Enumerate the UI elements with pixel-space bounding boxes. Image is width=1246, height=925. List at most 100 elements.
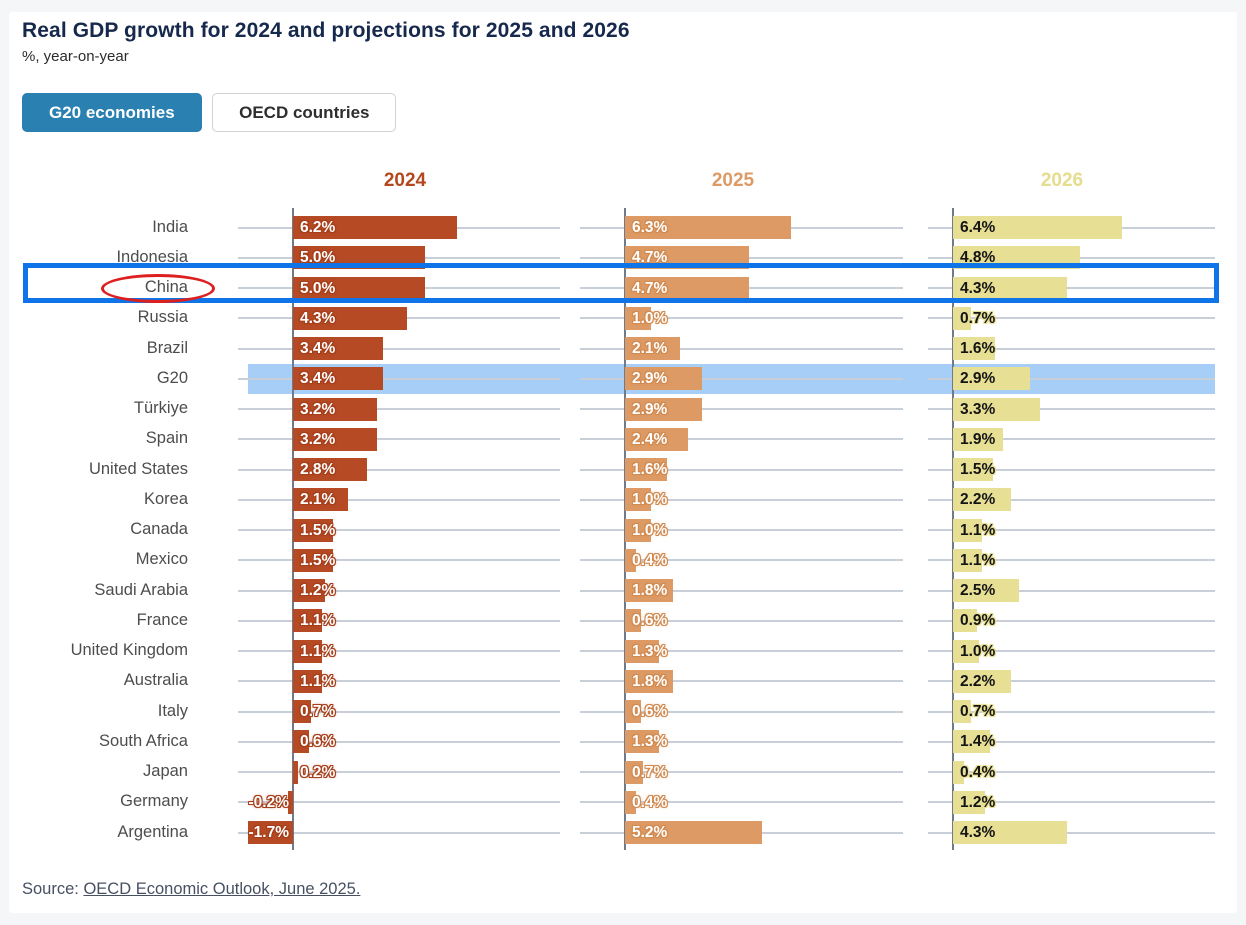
bar-2026-united-states[interactable] [953,458,993,481]
gridline [238,771,560,773]
gridline [928,438,1215,441]
value-label: 2.9% [632,400,668,418]
bar-2024-argentina[interactable] [248,821,293,844]
value-label: 3.4% [300,370,336,388]
bar-2025-mexico[interactable] [625,548,636,572]
gridline [580,619,903,622]
bar-2026-japan[interactable] [953,760,964,784]
gridline [238,589,560,592]
value-label: 0.7% [960,309,996,327]
gridline [928,650,1215,652]
bar-2026-india[interactable] [953,216,1122,239]
bar-2025-united-kingdom[interactable] [625,639,660,663]
bar-2025-united-states[interactable] [625,458,668,481]
gridline [580,438,903,441]
bar-2025-türkiye[interactable] [625,397,702,421]
bar-2025-japan[interactable] [625,760,644,784]
value-label: 4.7% [632,249,668,267]
bar-2024-saudi-arabia[interactable] [293,579,325,602]
gridline [928,287,1215,289]
bar-2025-south-africa[interactable] [625,730,660,754]
bar-2024-china[interactable] [293,276,425,300]
bar-2026-mexico[interactable] [953,548,983,572]
bar-2024-france[interactable] [293,609,323,633]
bar-2024-germany[interactable] [287,790,293,814]
source-link[interactable]: OECD Economic Outlook, June 2025. [83,880,361,898]
bar-2025-spain[interactable] [625,427,689,451]
bar-2025-australia[interactable] [625,669,673,693]
value-label: 1.5% [960,461,996,478]
bar-2024-canada[interactable] [293,518,333,542]
bar-2024-united-states[interactable] [293,458,367,481]
bar-2024-korea[interactable] [293,488,349,512]
value-label: 1.0% [960,642,996,660]
bar-2024-mexico[interactable] [293,548,333,572]
bar-2026-australia[interactable] [953,669,1012,693]
gridline [238,377,560,380]
bar-2026-russia[interactable] [953,306,972,330]
chart-card: Real GDP growth for 2024 and projections… [9,12,1237,913]
bar-2024-united-kingdom[interactable] [293,639,323,663]
bar-2024-south-africa[interactable] [293,730,309,754]
value-label: 1.0% [632,309,668,327]
bar-2024-japan[interactable] [293,760,299,784]
value-label: 6.4% [960,219,996,236]
gridline [580,408,903,410]
value-label: 1.4% [960,733,996,751]
bar-2025-china[interactable] [625,276,750,300]
gridline [928,740,1215,743]
bar-2024-türkiye[interactable] [293,397,378,421]
bar-2025-germany[interactable] [625,790,636,814]
bar-2026-saudi-arabia[interactable] [953,579,1019,602]
value-label: 1.6% [632,461,668,478]
bar-2026-germany[interactable] [953,790,985,814]
toggle-g20-economies[interactable]: G20 economies [22,93,202,132]
bar-2026-g20[interactable] [953,367,1030,391]
value-label: 1.3% [632,733,668,751]
value-label: 1.1% [300,672,336,690]
country-label-united-states: United States [88,459,188,478]
value-label: 6.3% [632,219,668,236]
toggle-oecd-countries[interactable]: OECD countries [212,93,397,132]
bar-2026-south-africa[interactable] [953,730,990,754]
value-label: 5.0% [300,249,336,267]
bar-2024-g20[interactable] [293,367,383,391]
bar-2026-türkiye[interactable] [953,397,1041,421]
value-label: 3.2% [300,400,336,418]
bar-2026-united-kingdom[interactable] [953,639,980,663]
bar-2026-spain[interactable] [953,427,1004,451]
value-label: 0.7% [632,763,668,781]
bar-2026-china[interactable] [953,276,1067,300]
gridline [928,377,1215,380]
gridline [238,801,560,804]
bar-2024-spain[interactable] [293,427,378,451]
bar-2024-india[interactable] [293,216,457,239]
gridline [580,377,903,380]
bar-2025-canada[interactable] [625,518,652,542]
bar-2025-g20[interactable] [625,367,702,391]
bar-2026-italy[interactable] [953,700,972,723]
bar-2026-brazil[interactable] [953,337,996,360]
bar-2024-russia[interactable] [293,306,407,330]
bar-2026-canada[interactable] [953,518,983,542]
value-label: 1.1% [300,642,336,660]
bar-2025-italy[interactable] [625,700,641,723]
gridline [238,498,560,501]
bar-2025-india[interactable] [625,216,792,239]
gridline [928,408,1215,410]
bar-2026-korea[interactable] [953,488,1012,512]
bar-2024-brazil[interactable] [293,337,383,360]
bar-2024-australia[interactable] [293,669,323,693]
bar-2026-argentina[interactable] [953,821,1067,844]
bar-2024-italy[interactable] [293,700,312,723]
gridline [238,619,560,622]
bar-2025-argentina[interactable] [625,821,763,844]
bar-2025-saudi-arabia[interactable] [625,579,673,602]
bar-2025-russia[interactable] [625,306,652,330]
bar-2026-france[interactable] [953,609,977,633]
country-label-japan: Japan [143,762,188,780]
bar-2025-korea[interactable] [625,488,652,512]
bar-2025-france[interactable] [625,609,641,633]
bar-2025-brazil[interactable] [625,337,681,360]
value-label: 1.8% [632,672,668,690]
